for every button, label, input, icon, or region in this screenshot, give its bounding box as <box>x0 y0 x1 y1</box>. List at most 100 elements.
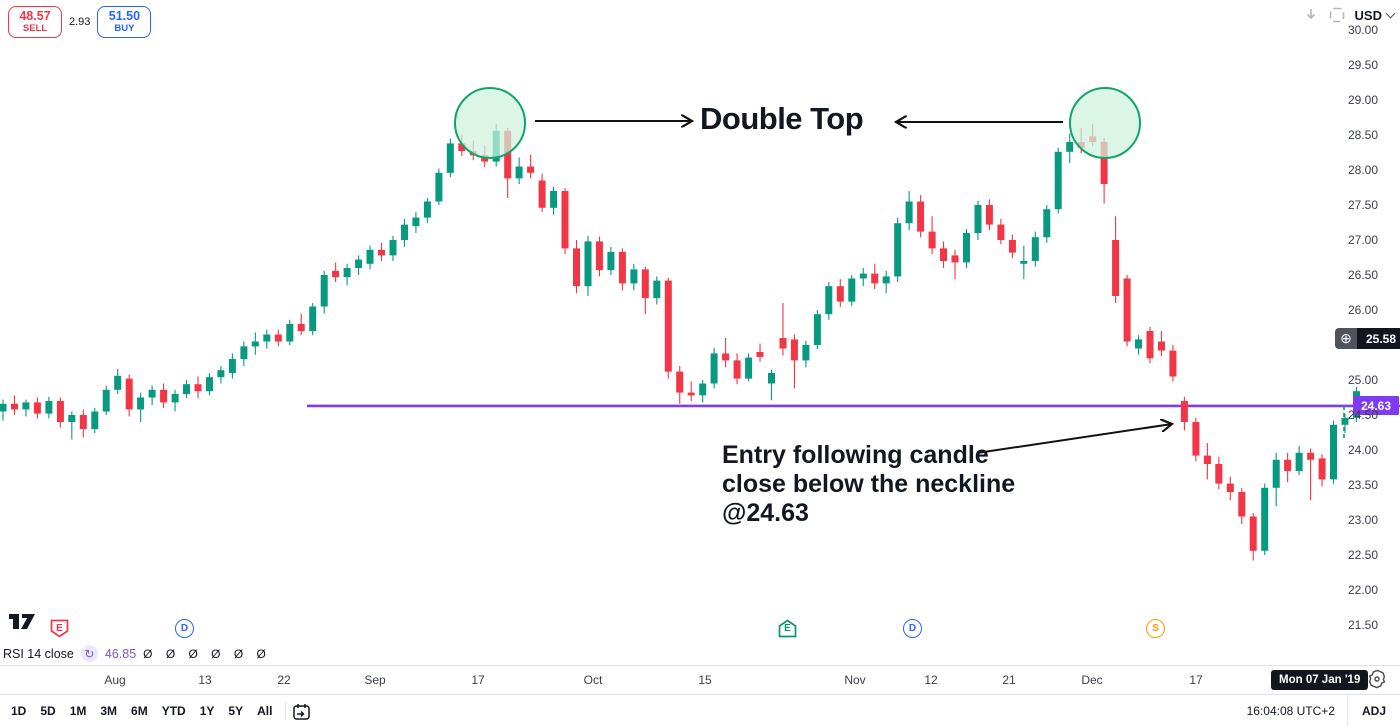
price-tick: 26.50 <box>1348 268 1379 282</box>
candle-body <box>22 402 30 410</box>
candle-body <box>756 352 764 357</box>
candle-body <box>1112 240 1120 296</box>
candle-body <box>412 217 420 226</box>
candle-body <box>1261 487 1269 551</box>
event-marker-d[interactable]: D <box>903 619 922 638</box>
quote-widget: 48.57 SELL 2.93 51.50 BUY <box>8 6 152 38</box>
candle-body <box>1146 331 1154 359</box>
candle-body <box>1158 341 1165 351</box>
candle-body <box>194 384 202 392</box>
sell-price: 48.57 <box>19 9 51 24</box>
download-icon[interactable] <box>1303 7 1319 23</box>
range-button-3m[interactable]: 3M <box>100 704 118 718</box>
candle-body <box>79 415 87 429</box>
entry-annotation-line2: close below the neckline <box>722 470 1016 498</box>
candle-body <box>206 377 213 392</box>
tradingview-logo[interactable] <box>8 611 38 633</box>
candle-body <box>1284 459 1292 471</box>
event-marker-e[interactable]: E <box>50 619 69 638</box>
time-axis[interactable]: Mon 07 Jan '19 Aug 13 22 Sep 17 Oct 15 Nov 12 21 D… <box>0 665 1400 695</box>
add-alert-button[interactable]: ⊕ <box>1335 328 1357 349</box>
candle-body <box>56 401 64 422</box>
session-clock[interactable]: 16:04:08 UTC+2 <box>1246 704 1335 718</box>
candle-body <box>1066 142 1074 152</box>
range-button-6m[interactable]: 6M <box>131 704 148 718</box>
candle-body <box>584 241 592 287</box>
adj-toggle[interactable]: ADJ <box>1361 704 1386 718</box>
candle-body <box>573 248 580 287</box>
candle-body <box>515 166 523 179</box>
goto-date-calendar-icon[interactable] <box>292 702 311 721</box>
candle-body <box>561 191 569 249</box>
candle-body <box>1043 209 1051 238</box>
candle-body <box>1318 458 1326 480</box>
currency-dropdown[interactable]: USD <box>1354 7 1396 23</box>
price-axis[interactable]: ⊕ 25.58 24.63 30.00 29.50 29.00 28.50 28.00 2… <box>1332 0 1400 665</box>
candle-body <box>423 201 431 218</box>
event-marker-d[interactable]: D <box>175 619 194 638</box>
time-tick: Dec <box>1081 673 1103 687</box>
settings-gear-icon[interactable] <box>1366 668 1388 690</box>
candle-body <box>951 255 959 263</box>
candle-body <box>1249 516 1257 551</box>
range-button-1m[interactable]: 1M <box>69 704 87 718</box>
candle-body <box>366 249 374 264</box>
price-tick: 26.00 <box>1348 303 1379 317</box>
candle-body <box>378 249 385 256</box>
candle-body <box>733 360 741 379</box>
range-button-all[interactable]: All <box>257 704 273 718</box>
candle-body <box>928 231 936 249</box>
candle-body <box>1020 261 1028 264</box>
candle-body <box>1203 455 1211 464</box>
range-button-1y[interactable]: 1Y <box>199 704 215 718</box>
range-button-5d[interactable]: 5D <box>40 704 56 718</box>
candle-body <box>1330 424 1337 480</box>
refresh-icon[interactable]: ↻ <box>80 645 98 662</box>
price-tick: 29.50 <box>1348 58 1379 72</box>
candle-body <box>228 359 236 373</box>
screenshot-icon[interactable] <box>1329 7 1345 23</box>
candle-body <box>963 233 970 263</box>
plus-icon: ⊕ <box>1340 330 1352 346</box>
event-marker-s[interactable]: S <box>1146 619 1165 638</box>
range-button-ytd[interactable]: YTD <box>161 704 186 718</box>
buy-label: BUY <box>114 22 135 34</box>
buy-button[interactable]: 51.50 BUY <box>97 6 152 38</box>
candle-body <box>11 403 18 410</box>
candle-body <box>790 339 798 361</box>
price-tick: 23.50 <box>1348 478 1379 492</box>
currency-label: USD <box>1354 7 1382 23</box>
candle-body <box>435 172 443 202</box>
price-tick: 23.00 <box>1348 513 1379 527</box>
candle-body <box>997 224 1005 240</box>
spread-value: 2.93 <box>69 16 91 28</box>
double-top-circle-2 <box>1069 87 1141 159</box>
sell-button[interactable]: 48.57 SELL <box>8 6 62 38</box>
candle-body <box>653 280 661 299</box>
candle-body <box>894 223 902 277</box>
candle-body <box>401 224 408 240</box>
candle-body <box>114 375 122 390</box>
buy-price: 51.50 <box>108 9 141 24</box>
candle-body <box>699 383 707 396</box>
last-price-row: ⊕ 25.58 <box>1335 328 1400 349</box>
candle-body <box>68 415 76 422</box>
entry-annotation-line3: @24.63 <box>722 499 809 527</box>
candle-body <box>286 324 294 342</box>
time-tick: 13 <box>198 673 212 687</box>
range-button-5y[interactable]: 5Y <box>228 704 244 718</box>
rsi-label: RSI 14 close <box>3 646 74 661</box>
candle-body <box>836 286 844 302</box>
toolbar-divider <box>285 702 287 720</box>
candle-body <box>458 143 466 152</box>
candlestick-chart[interactable] <box>0 0 1400 665</box>
candle-body <box>355 259 363 268</box>
candle-body <box>618 251 626 284</box>
double-top-annotation: Double Top <box>700 101 864 136</box>
time-tick: Sep <box>364 673 386 687</box>
price-tick: 27.50 <box>1348 198 1379 212</box>
range-selector: 1D 5D 1M 3M 6M YTD 1Y 5Y All <box>4 700 279 722</box>
event-marker-e[interactable]: E <box>778 619 797 638</box>
range-button-1d[interactable]: 1D <box>11 704 27 718</box>
